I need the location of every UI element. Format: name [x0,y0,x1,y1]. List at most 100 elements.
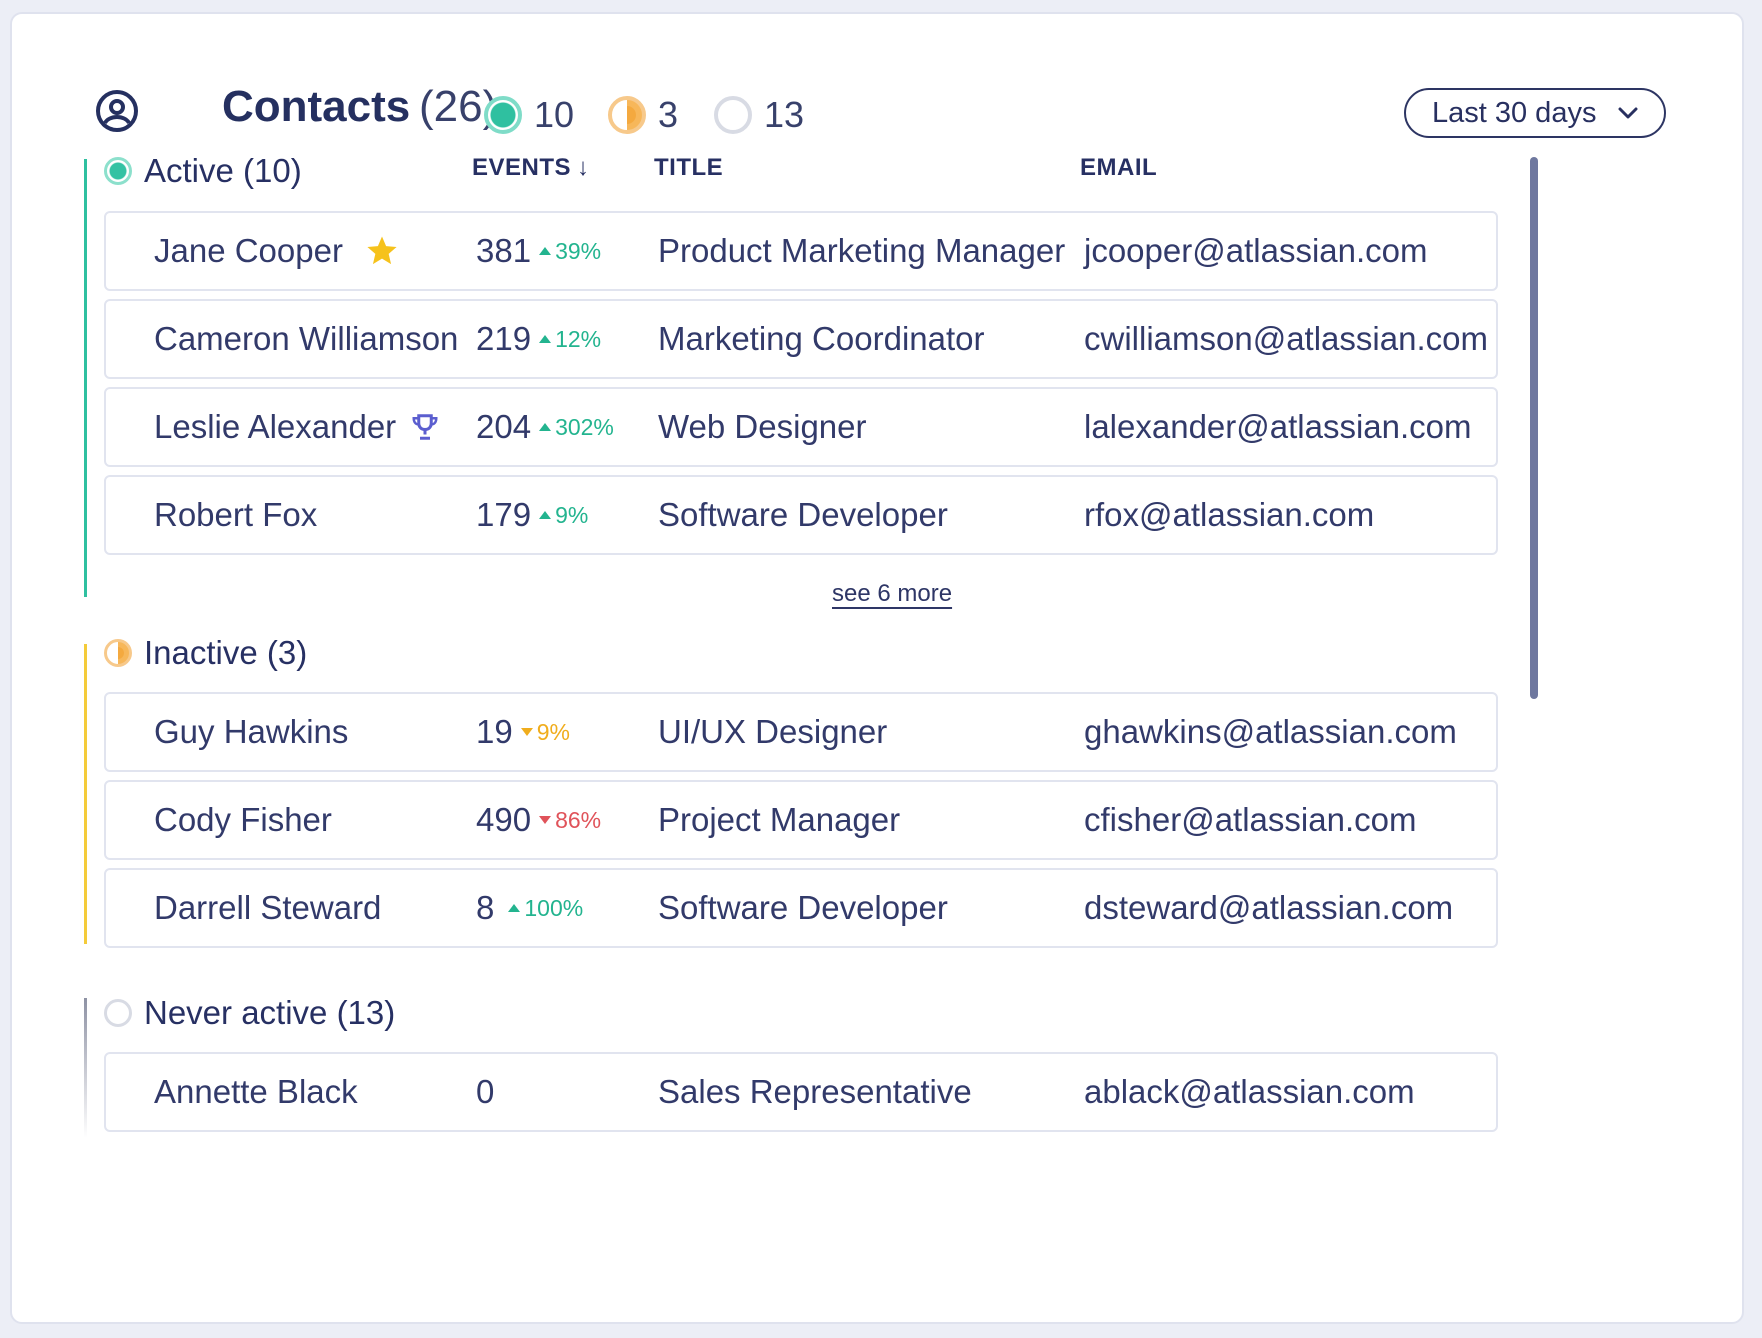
contact-name: Robert Fox [154,496,318,533]
user-circle-icon [96,90,138,132]
contact-name: Leslie Alexander [154,408,397,445]
email-cell: jcooper@atlassian.com [1084,232,1428,269]
email-cell: rfox@atlassian.com [1084,496,1375,533]
title-cell: Product Marketing Manager [658,232,1066,269]
table-row[interactable]: Cameron Williamson 219 12% Marketing Coo… [104,299,1498,379]
events-count: 219 [476,320,532,357]
events-cell: 490 86% [476,782,601,858]
events-cell: 381 39% [476,213,601,289]
date-range-dropdown[interactable]: Last 30 days [1404,88,1666,138]
stat-inactive: 3 [608,94,678,136]
events-cell: 219 12% [476,301,601,377]
events-count: 490 [476,801,532,838]
active-status-icon [484,96,522,134]
stat-active: 10 [484,94,574,136]
trend-up-icon [508,904,521,912]
table-row[interactable]: Annette Black 0 Sales Representative abl… [104,1052,1498,1132]
trend-up-icon [539,247,552,255]
trend-value: 39% [555,237,602,264]
date-range-value: Last 30 days [1432,96,1597,129]
events-column-header[interactable]: EVENTS ↓ [472,154,590,182]
trend-up-badge: 302% [539,414,614,441]
stat-active-count: 10 [534,94,575,135]
never-active-section-label: Never active (13) [144,994,396,1031]
chevron-down-icon [1618,107,1638,119]
trend-up-badge: 39% [539,238,601,265]
active-section-bar [84,159,87,597]
contact-name: Cameron Williamson [154,320,459,357]
inactive-section-header[interactable]: Inactive (3) [104,634,307,672]
trend-down-icon [539,816,552,824]
trend-value: 100% [524,894,584,921]
table-row[interactable]: Leslie Alexander 204 302% Web Designer l… [104,387,1498,467]
table-row[interactable]: Cody Fisher 490 86% Project Manager cfis… [104,780,1498,860]
title-cell: Software Developer [658,496,948,533]
contact-name-cell: Guy Hawkins [154,713,349,750]
email-cell: cwilliamson@atlassian.com [1084,320,1488,357]
contacts-total: (26) [419,82,498,131]
events-count: 19 [476,713,513,750]
active-section-header[interactable]: Active (10) [104,152,302,190]
trend-down-badge: 9% [520,719,570,746]
trend-up-badge: 100% [508,895,583,922]
contact-name: Jane Cooper [154,232,343,269]
trend-up-badge: 9% [539,502,588,529]
events-count: 0 [476,1073,495,1110]
trend-value: 9% [555,501,589,528]
trend-up-icon [539,511,552,519]
email-cell: lalexander@atlassian.com [1084,408,1472,445]
never-active-section-header[interactable]: Never active (13) [104,994,395,1032]
never-active-status-icon [104,999,132,1027]
events-cell: 19 9% [476,694,570,770]
active-status-icon [104,157,132,185]
never-active-section-bar [84,998,87,1138]
trend-value: 86% [555,806,602,833]
title-cell: Web Designer [658,408,867,445]
contact-name-cell: Jane Cooper [154,213,399,289]
events-cell: 179 9% [476,477,588,553]
email-cell: dsteward@atlassian.com [1084,889,1454,926]
title-cell: Software Developer [658,889,948,926]
inactive-section-label: Inactive (3) [144,634,308,671]
contact-name-cell: Annette Black [154,1073,358,1110]
trend-down-badge: 86% [539,807,601,834]
table-row[interactable]: Robert Fox 179 9% Software Developer rfo… [104,475,1498,555]
trophy-icon [412,414,438,440]
stat-never-count: 13 [764,94,805,135]
trend-value: 12% [555,325,602,352]
contacts-card: Contacts (26) 10 3 13 Last 30 days Activ… [10,12,1744,1324]
events-count: 179 [476,496,532,533]
trend-up-icon [539,335,552,343]
contact-name-cell: Robert Fox [154,477,317,553]
stat-inactive-count: 3 [658,94,679,135]
inactive-status-icon [104,639,132,667]
contact-name-cell: Cody Fisher [154,801,332,838]
page-title: Contacts [222,82,411,131]
events-column-label: EVENTS [472,154,572,181]
contact-name-cell: Cameron Williamson [154,301,458,377]
title-column-header: TITLE [654,154,724,181]
see-more-link[interactable]: see 6 more [832,580,953,607]
sort-down-arrow-icon: ↓ [577,154,590,181]
contacts-header: Contacts (26) 10 3 13 Last 30 days [84,70,1742,150]
title-cell: Marketing Coordinator [658,320,985,357]
table-row[interactable]: Guy Hawkins 19 9% UI/UX Designer ghawkin… [104,692,1498,772]
events-count: 204 [476,408,532,445]
trend-value: 302% [555,413,614,440]
events-cell: 8 100% [476,870,583,946]
inactive-status-icon [608,96,646,134]
events-cell: 0 [476,1054,494,1130]
table-row[interactable]: Jane Cooper 381 39% Product Marketing Ma… [104,211,1498,291]
never-active-status-icon [714,96,752,134]
email-column-header: EMAIL [1080,154,1158,181]
vertical-scrollbar[interactable] [1530,157,1538,699]
events-cell: 204 302% [476,389,614,465]
title-cell: Sales Representative [658,1073,972,1110]
email-cell: ablack@atlassian.com [1084,1073,1415,1110]
stat-never: 13 [714,94,804,136]
title-cell: Project Manager [658,801,901,838]
email-cell: ghawkins@atlassian.com [1084,713,1457,750]
inactive-section-bar [84,644,87,944]
events-count: 381 [476,232,532,269]
table-row[interactable]: Darrell Steward 8 100% Software Develope… [104,868,1498,948]
